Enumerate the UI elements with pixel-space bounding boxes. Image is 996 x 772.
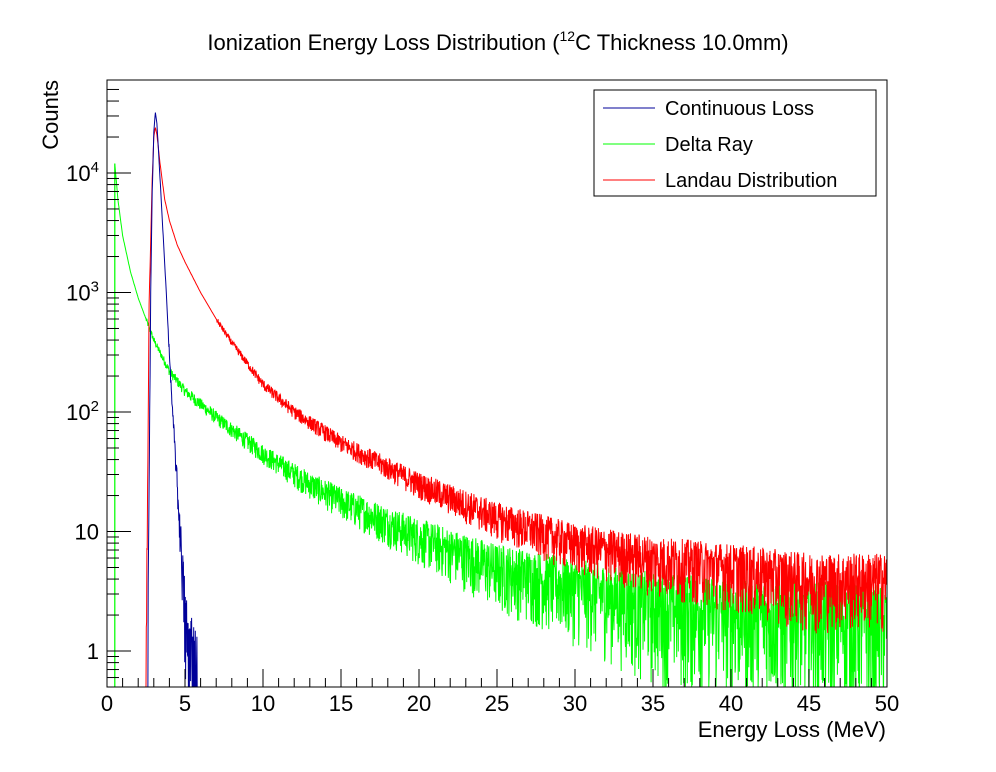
x-tick-label: 15 [329, 691, 353, 716]
legend-label: Landau Distribution [665, 170, 837, 192]
x-tick-label: 5 [179, 691, 191, 716]
legend-label: Delta Ray [665, 134, 753, 156]
x-tick-label: 10 [251, 691, 275, 716]
x-tick-label: 40 [719, 691, 743, 716]
x-axis-label: Energy Loss (MeV) [698, 717, 886, 742]
x-tick-label: 50 [875, 691, 899, 716]
y-axis: 1 10 102 103 104 [66, 79, 131, 688]
chart-title-sup: 12 [560, 28, 576, 44]
series-line-continuous-loss [147, 112, 198, 688]
y-tick-label: 102 [66, 398, 99, 425]
chart-title-suffix: C Thickness 10.0mm) [575, 30, 789, 55]
y-tick-label: 103 [66, 279, 99, 306]
y-tick-label: 1 [87, 639, 99, 664]
legend: Continuous Loss Delta Ray Landau Distribut… [593, 89, 877, 197]
x-tick-label: 25 [485, 691, 509, 716]
y-axis-label: Counts [38, 80, 63, 150]
series-line-delta-ray [114, 163, 888, 688]
x-tick-label: 45 [797, 691, 821, 716]
series-line-landau-distribution [145, 127, 888, 688]
y-tick-label: 10 [75, 520, 99, 545]
x-tick-label: 35 [641, 691, 665, 716]
x-tick-label: 30 [563, 691, 587, 716]
x-tick-label: 20 [407, 691, 431, 716]
chart-title: Ionization Energy Loss Distribution (12C… [207, 28, 788, 55]
y-tick-label: 104 [66, 159, 99, 186]
x-axis: 0 5 10 15 20 25 30 35 40 45 50 [101, 669, 899, 716]
series-layer [114, 112, 888, 688]
chart-title-prefix: Ionization Energy Loss Distribution ( [207, 30, 560, 55]
legend-label: Continuous Loss [665, 98, 814, 120]
x-tick-label: 0 [101, 691, 113, 716]
